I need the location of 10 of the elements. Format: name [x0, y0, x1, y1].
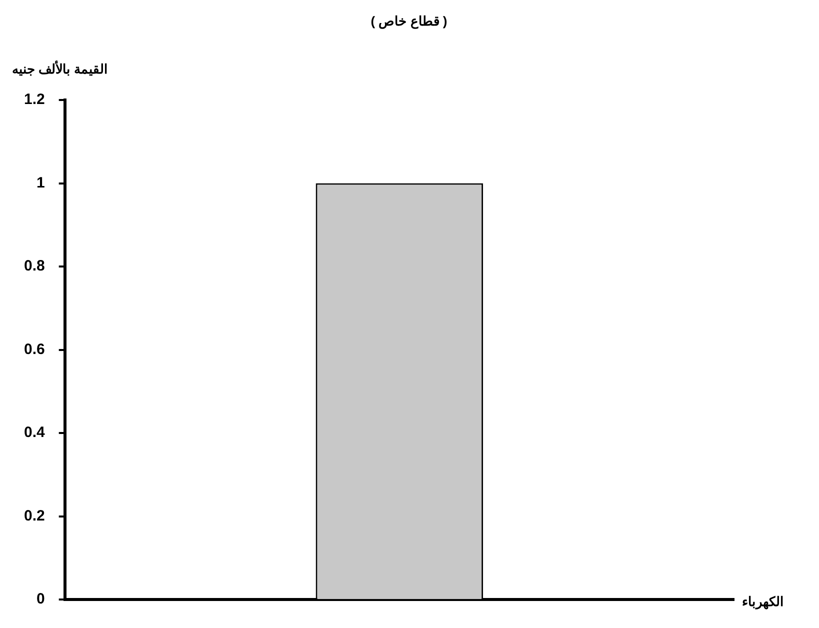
y-tick-label: 0.8 [24, 258, 45, 275]
y-tick-label: 1 [36, 174, 45, 192]
x-axis-title: الكهرباء [742, 594, 784, 610]
y-tick-label: 1.2 [24, 91, 45, 108]
y-tick-label: 0.2 [24, 507, 45, 524]
y-tick-label: 0 [36, 590, 45, 608]
y-tick-label: 0.6 [24, 340, 45, 358]
y-tick-label: 0.4 [24, 424, 46, 442]
y-axis-title: القيمة بالألف جنيه [12, 60, 108, 77]
chart-title: ( قطاع خاص ) [370, 14, 448, 30]
